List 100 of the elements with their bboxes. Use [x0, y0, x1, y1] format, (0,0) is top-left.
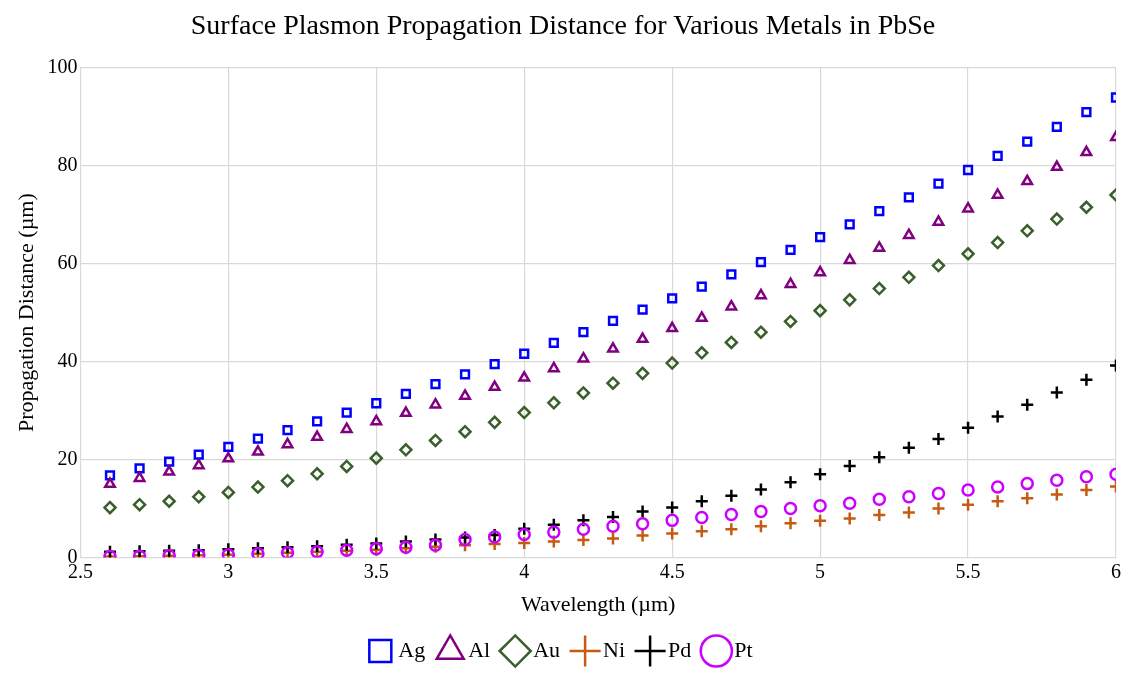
- legend-label: Ni: [603, 636, 626, 662]
- point: [1079, 482, 1094, 498]
- point: [517, 527, 531, 542]
- point: [961, 483, 975, 497]
- x-tick-label: 3: [223, 559, 234, 582]
- point: [783, 501, 798, 516]
- point: [783, 474, 798, 490]
- chart-title: Surface Plasmon Propagation Distance for Various Metals in PbSe: [190, 9, 936, 41]
- point: [931, 501, 946, 516]
- point: [251, 480, 265, 494]
- point: [1079, 372, 1094, 387]
- point: [547, 396, 561, 410]
- point: [605, 509, 621, 525]
- point: [665, 356, 679, 370]
- point: [783, 516, 798, 531]
- point: [606, 376, 620, 390]
- point: [192, 490, 206, 504]
- point: [753, 518, 769, 534]
- point: [103, 500, 117, 515]
- point: [695, 346, 709, 360]
- point: [251, 445, 264, 456]
- point: [990, 480, 1005, 494]
- point: [1049, 487, 1065, 502]
- point: [1020, 224, 1034, 238]
- point: [724, 507, 739, 522]
- x-tick-label: 4: [519, 559, 530, 582]
- point: [340, 422, 353, 434]
- point: [694, 523, 710, 539]
- point: [1019, 397, 1035, 412]
- point: [667, 293, 678, 304]
- point: [635, 528, 650, 543]
- point: [282, 425, 293, 436]
- point: [371, 398, 382, 409]
- point: [813, 303, 827, 318]
- point: [193, 449, 204, 460]
- point: [577, 351, 590, 363]
- point: [872, 507, 887, 523]
- point: [902, 270, 916, 285]
- point: [844, 219, 855, 230]
- point: [901, 505, 917, 520]
- x-axis-title: Wavelength (µm): [520, 590, 676, 616]
- point: [933, 178, 944, 189]
- point: [1021, 174, 1034, 186]
- point: [903, 192, 915, 203]
- point: [103, 477, 116, 489]
- point: [754, 504, 768, 519]
- point: [223, 441, 234, 452]
- point: [665, 513, 679, 528]
- point: [576, 522, 591, 536]
- x-tick-label: 6: [1111, 559, 1121, 582]
- point: [164, 456, 175, 467]
- point: [931, 431, 946, 447]
- point: [132, 497, 147, 512]
- point: [753, 482, 769, 497]
- point: [369, 451, 384, 465]
- point: [814, 265, 827, 277]
- point: [813, 498, 827, 513]
- point: [843, 253, 856, 265]
- point: [339, 459, 354, 474]
- point: [281, 437, 294, 449]
- point: [1079, 200, 1094, 214]
- point: [696, 281, 707, 292]
- point: [695, 311, 708, 322]
- point: [459, 369, 471, 380]
- point: [812, 467, 828, 482]
- point: [783, 314, 798, 329]
- point: [694, 494, 710, 509]
- point: [873, 241, 886, 252]
- point: [931, 258, 946, 273]
- point: [252, 433, 264, 444]
- point: [960, 420, 976, 435]
- point: [990, 494, 1005, 509]
- point: [311, 416, 323, 427]
- point: [664, 500, 680, 515]
- legend-label: Au: [533, 636, 561, 662]
- point: [664, 526, 680, 541]
- point: [488, 380, 501, 392]
- point: [814, 232, 826, 243]
- point: [785, 244, 796, 256]
- point: [192, 458, 205, 470]
- point: [902, 490, 916, 504]
- point: [902, 228, 915, 240]
- point: [812, 513, 828, 529]
- point: [874, 206, 885, 217]
- point: [992, 150, 1003, 161]
- point: [872, 281, 887, 296]
- point: [962, 201, 975, 213]
- legend-label: Pd: [668, 636, 692, 662]
- point: [1019, 491, 1035, 506]
- point: [1081, 107, 1092, 118]
- point: [901, 440, 917, 456]
- point: [842, 496, 857, 510]
- point: [370, 414, 383, 426]
- point: [548, 337, 559, 349]
- legend-label: Ag: [398, 636, 426, 662]
- point: [428, 433, 443, 448]
- point: [990, 409, 1005, 424]
- point: [991, 188, 1004, 199]
- point: [962, 164, 974, 176]
- point: [399, 406, 412, 418]
